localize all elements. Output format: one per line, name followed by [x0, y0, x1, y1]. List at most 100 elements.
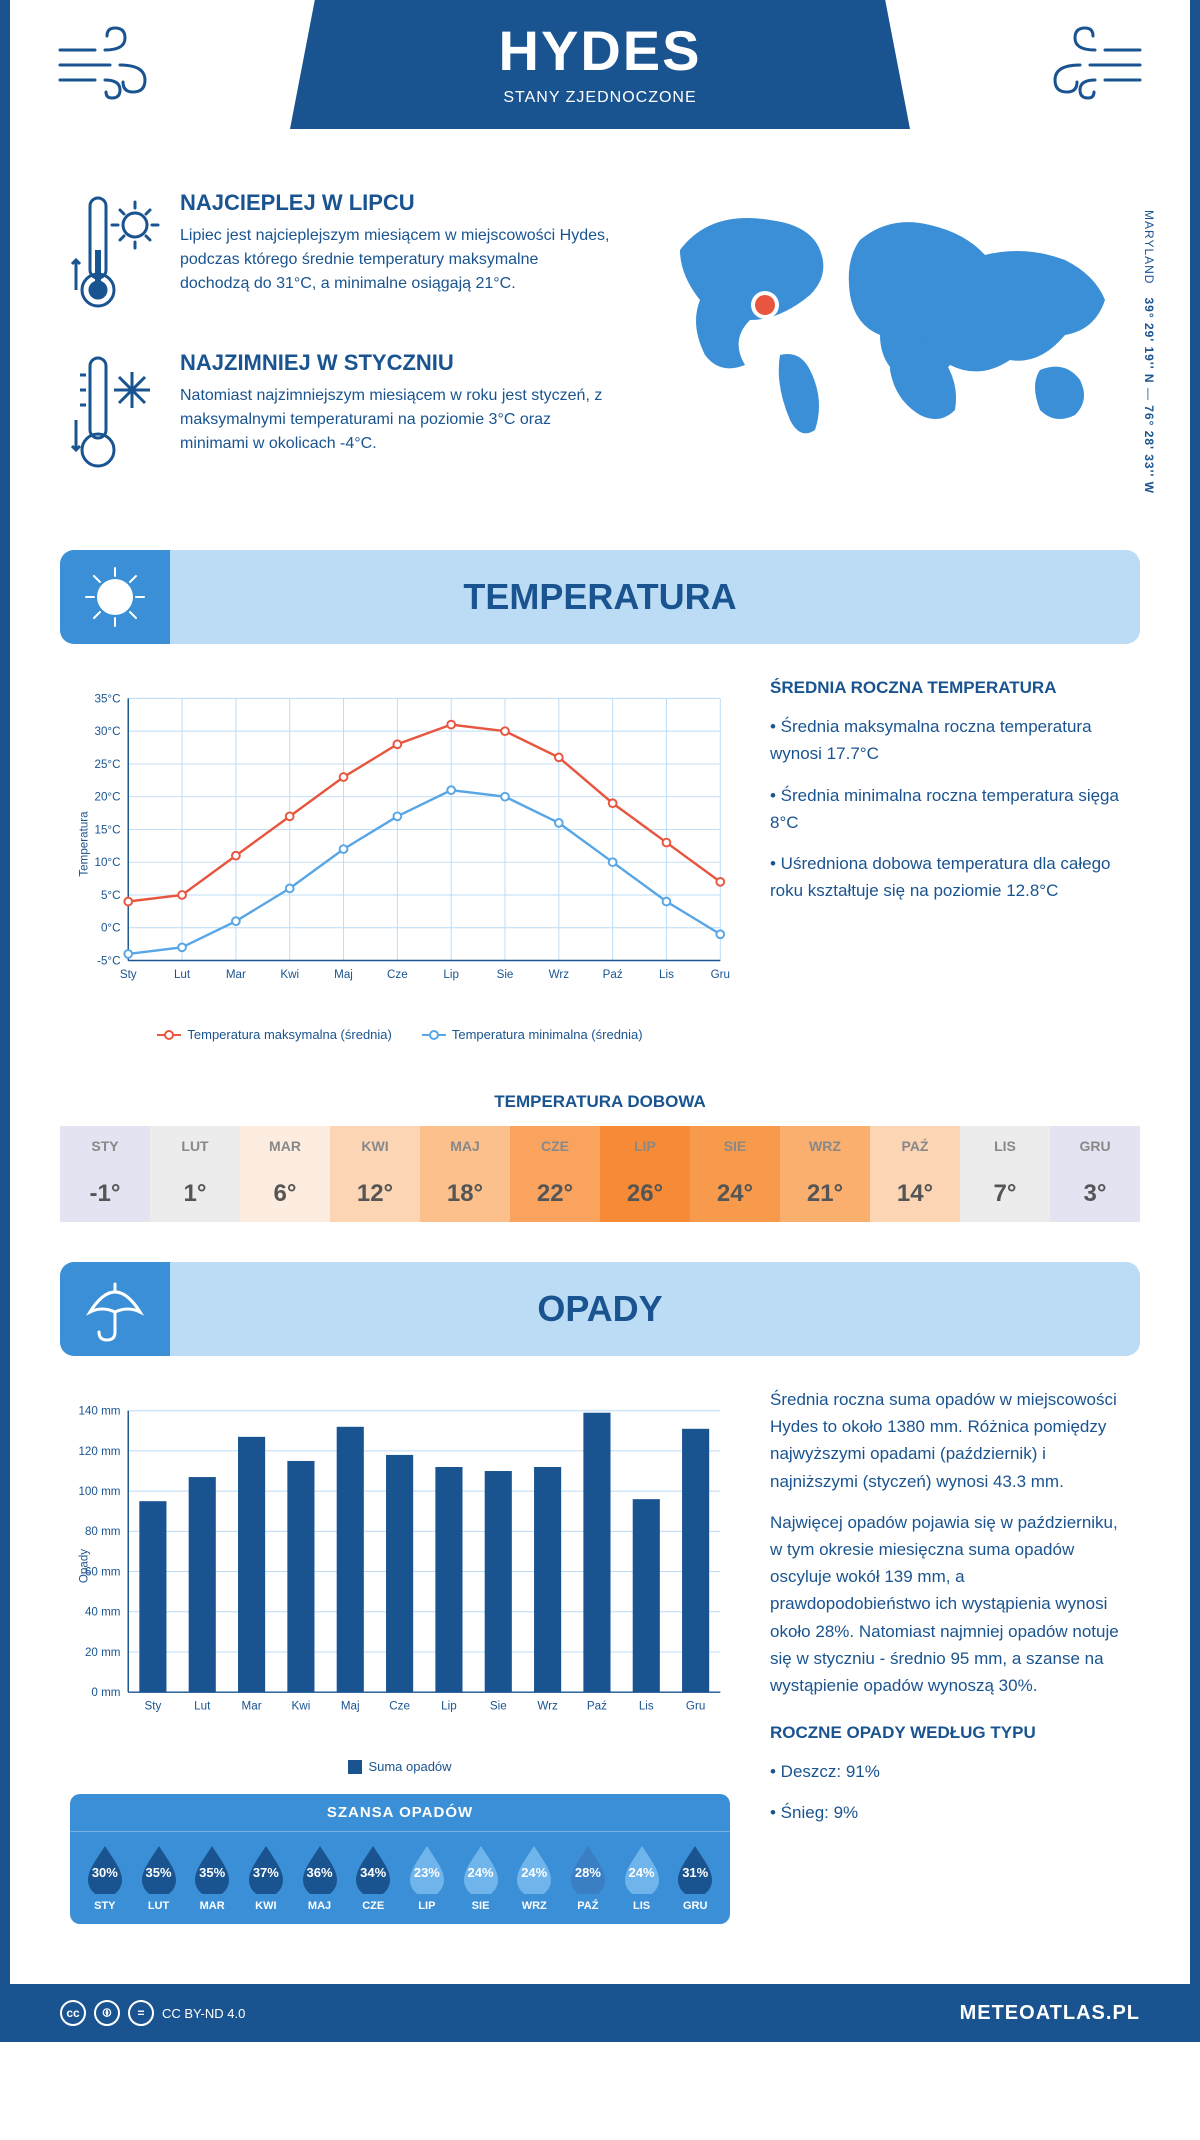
daily-temp-value: 21°: [780, 1166, 870, 1222]
chance-item: 37% KWI: [239, 1842, 293, 1912]
daily-temp-value: 12°: [330, 1166, 420, 1222]
svg-text:100 mm: 100 mm: [78, 1485, 120, 1498]
daily-temp-value: 24°: [690, 1166, 780, 1222]
chance-month: SIE: [454, 1900, 508, 1912]
legend-item: Temperatura maksymalna (średnia): [157, 1027, 391, 1042]
chance-item: 24% WRZ: [507, 1842, 561, 1912]
svg-text:Cze: Cze: [387, 968, 408, 981]
chance-month: LIP: [400, 1900, 454, 1912]
svg-text:80 mm: 80 mm: [85, 1525, 121, 1538]
precip-type-heading: ROCZNE OPADY WEDŁUG TYPU: [770, 1719, 1130, 1746]
daily-temp-month: WRZ: [780, 1126, 870, 1166]
daily-temp-col: SIE 24°: [690, 1126, 780, 1222]
chance-item: 23% LIP: [400, 1842, 454, 1912]
precip-section-header: OPADY: [60, 1262, 1140, 1356]
wind-icon-left: [50, 20, 170, 110]
chance-month: LIS: [615, 1900, 669, 1912]
svg-text:Lis: Lis: [659, 968, 674, 981]
svg-text:Lis: Lis: [639, 1700, 654, 1713]
daily-temp-value: 18°: [420, 1166, 510, 1222]
precip-chart-legend: Suma opadów: [70, 1759, 730, 1774]
drop-icon: 24%: [621, 1842, 663, 1894]
chance-item: 24% SIE: [454, 1842, 508, 1912]
cc-icon: cc: [60, 2000, 86, 2026]
svg-text:25°C: 25°C: [94, 758, 120, 771]
legend-item: Temperatura minimalna (średnia): [422, 1027, 643, 1042]
chance-month: GRU: [668, 1900, 722, 1912]
daily-temp-col: KWI 12°: [330, 1126, 420, 1222]
daily-temp-month: GRU: [1050, 1126, 1140, 1166]
daily-temp-month: LIP: [600, 1126, 690, 1166]
drop-icon: 31%: [674, 1842, 716, 1894]
temp-summary: ŚREDNIA ROCZNA TEMPERATURA • Średnia mak…: [770, 674, 1130, 1042]
svg-text:Sty: Sty: [120, 968, 137, 981]
svg-text:Lip: Lip: [441, 1700, 457, 1713]
drop-icon: 34%: [352, 1842, 394, 1894]
svg-text:Kwi: Kwi: [280, 968, 299, 981]
daily-temp-month: PAŹ: [870, 1126, 960, 1166]
daily-temp-col: CZE 22°: [510, 1126, 600, 1222]
chance-item: 24% LIS: [615, 1842, 669, 1912]
daily-temp-month: MAJ: [420, 1126, 510, 1166]
site-name: METEOATLAS.PL: [960, 2002, 1140, 2025]
page-title: HYDES: [290, 18, 910, 83]
daily-temp-col: MAJ 18°: [420, 1126, 510, 1222]
drop-icon: 37%: [245, 1842, 287, 1894]
chance-month: WRZ: [507, 1900, 561, 1912]
coldest-block: NAJZIMNIEJ W STYCZNIU Natomiast najzimni…: [70, 350, 610, 480]
svg-text:30°C: 30°C: [94, 725, 120, 738]
daily-temp-month: SIE: [690, 1126, 780, 1166]
sun-icon: [80, 562, 150, 632]
svg-text:Mar: Mar: [242, 1700, 262, 1713]
drop-icon: 24%: [460, 1842, 502, 1894]
daily-temp-col: LUT 1°: [150, 1126, 240, 1222]
precip-chance-box: SZANSA OPADÓW 30% STY 35% LUT 35% MAR 37…: [70, 1794, 730, 1924]
chance-item: 28% PAŹ: [561, 1842, 615, 1912]
chance-item: 30% STY: [78, 1842, 132, 1912]
daily-temp-col: WRZ 21°: [780, 1126, 870, 1222]
svg-text:Gru: Gru: [686, 1700, 705, 1713]
coldest-title: NAJZIMNIEJ W STYCZNIU: [180, 350, 610, 376]
svg-text:Opady: Opady: [77, 1549, 90, 1583]
header: HYDES STANY ZJEDNOCZONE: [10, 0, 1190, 180]
warmest-title: NAJCIEPLEJ W LIPCU: [180, 190, 610, 216]
daily-temp-title: TEMPERATURA DOBOWA: [10, 1092, 1190, 1112]
chance-month: MAR: [185, 1900, 239, 1912]
svg-text:40 mm: 40 mm: [85, 1606, 121, 1619]
svg-text:Lut: Lut: [174, 968, 191, 981]
daily-temp-col: MAR 6°: [240, 1126, 330, 1222]
svg-text:35°C: 35°C: [94, 692, 120, 705]
chance-item: 35% MAR: [185, 1842, 239, 1912]
svg-text:10°C: 10°C: [94, 856, 120, 869]
umbrella-icon: [80, 1274, 150, 1344]
chance-month: STY: [78, 1900, 132, 1912]
daily-temp-month: MAR: [240, 1126, 330, 1166]
by-icon: 🅯: [94, 2000, 120, 2026]
daily-temp-value: 22°: [510, 1166, 600, 1222]
svg-text:Sie: Sie: [497, 968, 514, 981]
drop-icon: 35%: [191, 1842, 233, 1894]
drop-icon: 36%: [299, 1842, 341, 1894]
drop-icon: 24%: [513, 1842, 555, 1894]
svg-text:0°C: 0°C: [101, 922, 121, 935]
svg-text:140 mm: 140 mm: [78, 1405, 120, 1418]
warmest-text: Lipiec jest najcieplejszym miesiącem w m…: [180, 224, 610, 296]
title-banner: HYDES STANY ZJEDNOCZONE: [290, 0, 910, 129]
svg-text:5°C: 5°C: [101, 889, 121, 902]
temperature-line-chart: -5°C0°C5°C10°C15°C20°C25°C30°C35°CStyLut…: [70, 674, 730, 1014]
daily-temp-value: 26°: [600, 1166, 690, 1222]
temperature-title: TEMPERATURA: [100, 576, 1100, 618]
page-subtitle: STANY ZJEDNOCZONE: [290, 89, 910, 107]
temp-bullet: • Uśredniona dobowa temperatura dla całe…: [770, 850, 1130, 904]
chance-item: 31% GRU: [668, 1842, 722, 1912]
precip-type-bullet: • Śnieg: 9%: [770, 1799, 1130, 1826]
chance-month: LUT: [132, 1900, 186, 1912]
drop-icon: 30%: [84, 1842, 126, 1894]
drop-icon: 28%: [567, 1842, 609, 1894]
daily-temp-value: 6°: [240, 1166, 330, 1222]
temperature-section-header: TEMPERATURA: [60, 550, 1140, 644]
daily-temp-col: GRU 3°: [1050, 1126, 1140, 1222]
chance-item: 34% CZE: [346, 1842, 400, 1912]
footer: cc 🅯 = CC BY-ND 4.0 METEOATLAS.PL: [10, 1984, 1190, 2042]
daily-temp-col: LIS 7°: [960, 1126, 1050, 1222]
